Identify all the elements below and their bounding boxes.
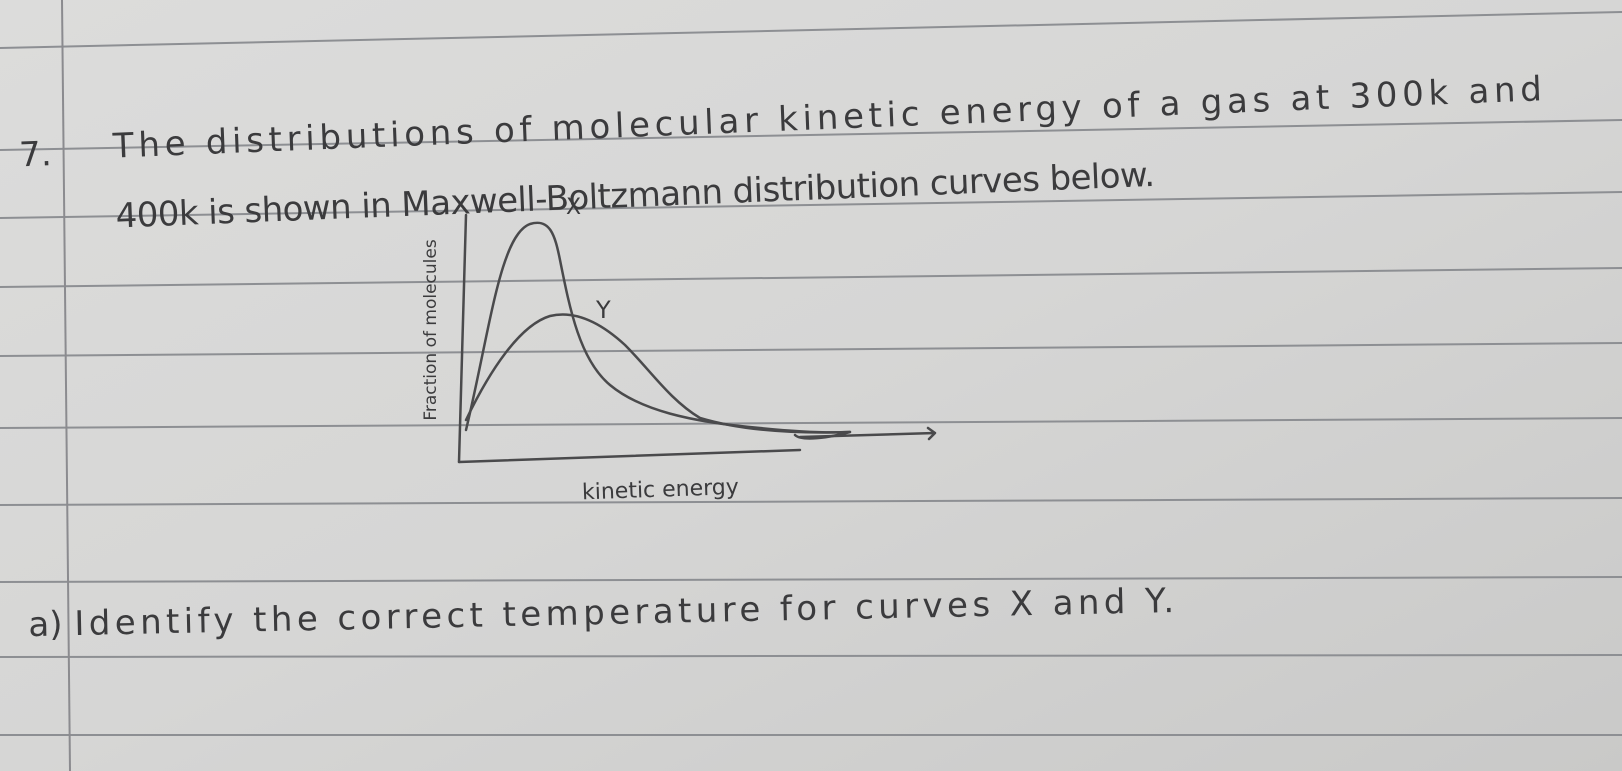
curve-label: X bbox=[566, 195, 581, 220]
curve-label: Y bbox=[595, 296, 611, 324]
y-axis-label: Fraction of molecules bbox=[421, 239, 441, 420]
x-axis bbox=[457, 448, 802, 464]
curve-y bbox=[464, 313, 852, 440]
x-axis-label: kinetic energy bbox=[582, 475, 740, 505]
sketch: X Y Fraction of molecules kinetic energy bbox=[421, 195, 937, 505]
question-number: 7. bbox=[18, 134, 52, 175]
y-axis bbox=[457, 213, 468, 464]
part-label: a) bbox=[28, 604, 63, 645]
curve-x bbox=[464, 221, 852, 434]
